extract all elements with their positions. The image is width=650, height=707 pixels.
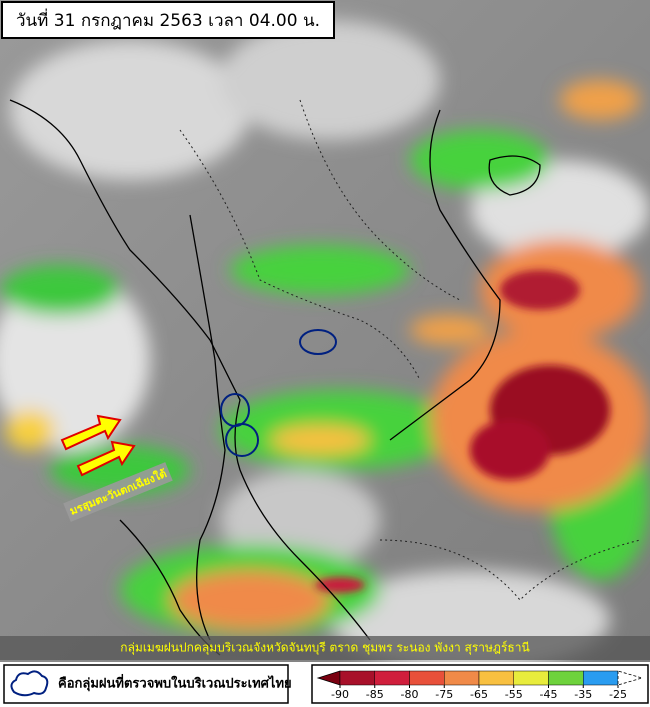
colorbar-tick-label: -55	[505, 688, 523, 701]
colorbar-tick-label: -45	[540, 688, 558, 701]
colorbar-tick-label: -85	[366, 688, 384, 701]
colorbar-tick-label: -75	[435, 688, 453, 701]
colorbar-end	[617, 670, 644, 686]
legend-box	[3, 664, 289, 704]
colorbar-segment	[548, 670, 584, 686]
storm-cores	[315, 270, 610, 593]
colorbar-tick-label: -65	[470, 688, 488, 701]
borders	[179, 99, 641, 601]
caption-band	[0, 636, 650, 660]
caption: กลุ่มเมฆฝนปกคลุมบริเวณจังหวัดจันทบุรี ตร…	[120, 641, 529, 656]
colorbar-segment	[583, 670, 619, 686]
monsoon-arrows	[60, 414, 136, 477]
colorbar-segment	[339, 670, 375, 686]
colorbar-tick-label: -35	[574, 688, 592, 701]
colorbar-tick-label: -90	[331, 688, 349, 701]
coastlines	[9, 99, 541, 656]
colorbar-tick-label: -25	[609, 688, 627, 701]
rain-cloud-icon	[10, 670, 49, 697]
legend-label: คือกลุ่มฝนที่ตรวจพบในบริเวณประเทศไทย	[58, 674, 292, 692]
title: วันที่ 31 กรกฎาคม 2563 เวลา 04.00 น.	[16, 8, 320, 31]
title-box	[1, 1, 335, 39]
colorbar: -90 -85 -80 -75 -65 -55 -45 -35 -25	[316, 670, 644, 701]
colorbar-segment	[374, 670, 410, 686]
colorbar-segment	[513, 670, 549, 686]
monsoon-label-bg	[63, 462, 173, 522]
colorbar-segment	[444, 670, 480, 686]
colorbar-segment	[409, 670, 445, 686]
colorbar-segment	[478, 670, 514, 686]
colorbar-tick-label: -80	[401, 688, 419, 701]
